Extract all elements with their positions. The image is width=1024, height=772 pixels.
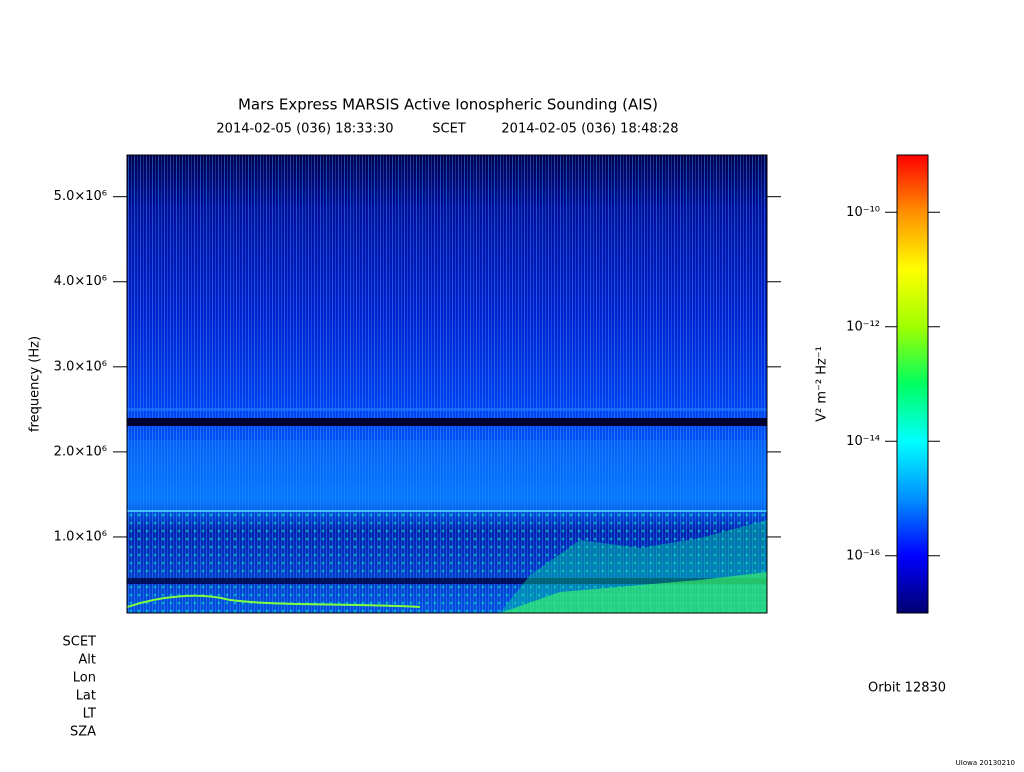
time-system: SCET bbox=[432, 122, 466, 137]
colorbar-tick-label: 10⁻¹⁴ bbox=[846, 434, 880, 449]
ephemeris-label: LT bbox=[83, 707, 96, 722]
y-tick-label: 4.0×10⁶ bbox=[54, 274, 107, 289]
colorbar-tick-label: 10⁻¹² bbox=[846, 319, 880, 334]
ephemeris-label: SZA bbox=[70, 725, 96, 740]
colorbar-tick-label: 10⁻¹⁰ bbox=[846, 205, 880, 220]
colorbar-tick-label: 10⁻¹⁶ bbox=[846, 548, 880, 563]
colorbar bbox=[896, 154, 929, 614]
ephemeris-label: Lon bbox=[73, 671, 96, 686]
ephemeris-label: Alt bbox=[78, 653, 96, 668]
footer: UIowa 20130210 bbox=[956, 759, 1015, 767]
spectrogram bbox=[126, 155, 767, 613]
y-tick-label: 2.0×10⁶ bbox=[54, 444, 107, 459]
end-time: 2014-02-05 (036) 18:48:28 bbox=[501, 122, 678, 137]
y-tick-label: 5.0×10⁶ bbox=[54, 189, 107, 204]
ephemeris-label: SCET bbox=[63, 635, 97, 650]
ephemeris-label: Lat bbox=[76, 689, 96, 704]
orbit-label: Orbit 12830 bbox=[868, 681, 946, 696]
colorbar-label: V² m⁻² Hz⁻¹ bbox=[815, 346, 830, 422]
chart-title: Mars Express MARSIS Active Ionospheric S… bbox=[238, 96, 658, 114]
y-tick-label: 1.0×10⁶ bbox=[54, 529, 107, 544]
plot-frame bbox=[126, 154, 768, 614]
start-time: 2014-02-05 (036) 18:33:30 bbox=[216, 122, 393, 137]
y-axis-label: frequency (Hz) bbox=[28, 336, 43, 432]
y-tick-label: 3.0×10⁶ bbox=[54, 359, 107, 374]
